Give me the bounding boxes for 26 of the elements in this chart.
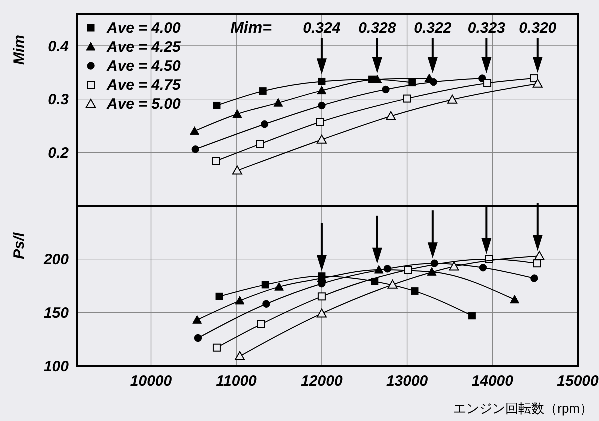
annotation: 0.320 [519, 20, 558, 37]
y-tick-label: 100 [44, 358, 70, 376]
x-tick-label: 12000 [301, 373, 344, 390]
x-axis-title: エンジン回転数（rpm） [454, 401, 593, 416]
y-axis-title: Mim [11, 35, 28, 65]
annotation: Mim= [230, 20, 272, 37]
y-tick-label: 0.2 [48, 144, 70, 162]
annotation: 0.324 [303, 20, 342, 37]
x-tick-label: 15000 [557, 373, 599, 390]
annotation: 0.328 [358, 20, 397, 37]
y-axis-title: Ps/l [11, 232, 28, 260]
x-tick-label: 13000 [386, 373, 429, 390]
legend-label: Ave = 4.50 [106, 58, 182, 75]
x-tick-label: 10000 [130, 373, 173, 390]
annotation: 0.322 [414, 20, 452, 37]
legend-label: Ave = 5.00 [106, 96, 182, 113]
legend-label: Ave = 4.75 [106, 77, 182, 94]
x-tick-label: 11000 [216, 373, 258, 390]
legend-label: Ave = 4.00 [106, 20, 182, 37]
annotation: 0.323 [468, 20, 506, 37]
y-tick-label: 0.4 [48, 38, 70, 56]
x-tick-label: 14000 [472, 373, 514, 390]
y-tick-label: 200 [42, 252, 70, 269]
legend-label: Ave = 4.25 [106, 39, 182, 56]
y-tick-label: 0.3 [48, 92, 70, 109]
y-tick-label: 150 [44, 304, 70, 322]
